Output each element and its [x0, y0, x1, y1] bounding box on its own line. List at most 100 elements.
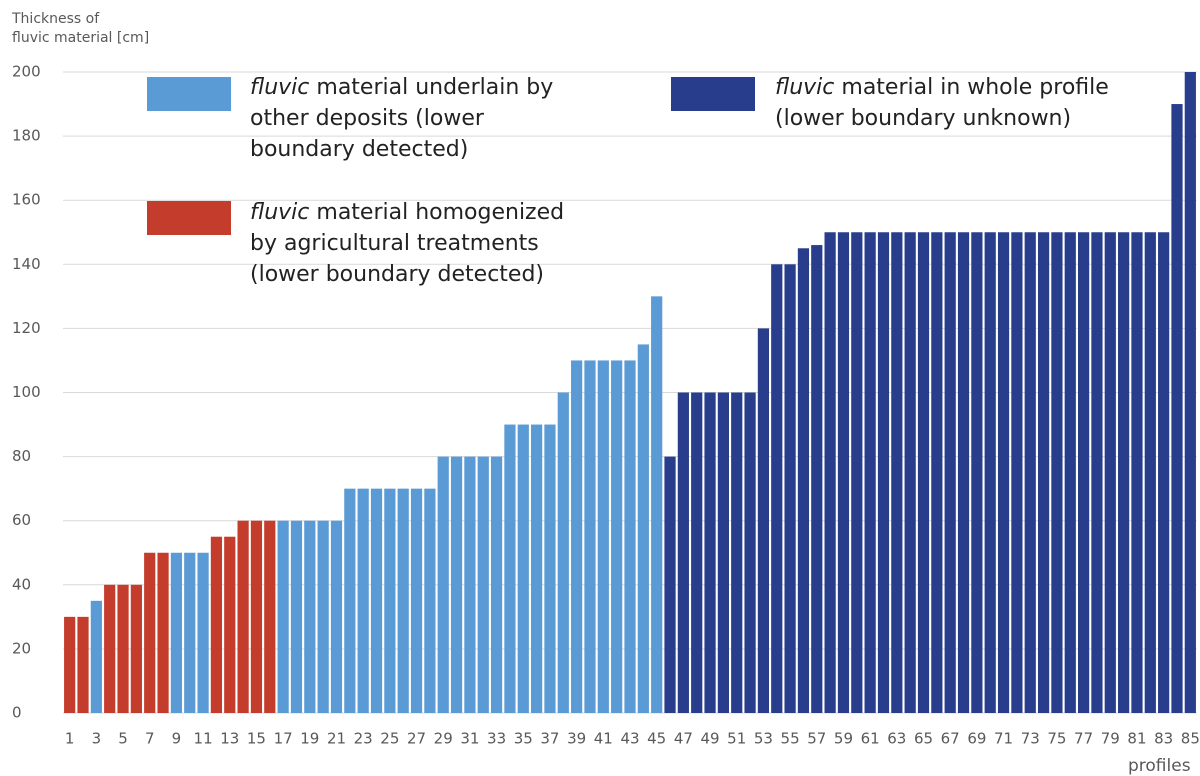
bar	[490, 456, 503, 713]
bar	[1011, 232, 1023, 713]
bar	[1051, 232, 1063, 713]
x-tick-label: 67	[941, 730, 960, 748]
bar	[264, 520, 276, 713]
x-tick-label: 61	[861, 730, 880, 748]
bar	[677, 392, 689, 713]
bar	[144, 552, 156, 713]
x-tick-label: 45	[647, 730, 666, 748]
legend-label: fluvic material underlain by other depos…	[250, 75, 554, 162]
bar	[397, 488, 409, 713]
bar	[77, 616, 89, 713]
bar	[184, 552, 196, 713]
bar	[864, 232, 876, 713]
y-axis-label: Thickness of fluvic material [cm]	[12, 11, 150, 46]
bar	[517, 424, 529, 713]
bar	[197, 552, 209, 713]
bar	[597, 360, 609, 713]
y-tick-label: 40	[12, 575, 31, 593]
legend-label: fluvic material homogenized by agricultu…	[250, 200, 565, 287]
bar	[1144, 232, 1156, 713]
bar	[904, 232, 916, 713]
x-tick-label: 53	[754, 730, 773, 748]
y-tick-label: 120	[12, 319, 41, 337]
bar	[384, 488, 396, 713]
bar	[891, 232, 903, 713]
x-tick-label: 37	[540, 730, 559, 748]
bar	[224, 536, 236, 713]
bar	[464, 456, 476, 713]
bar	[931, 232, 943, 713]
x-tick-label: 81	[1127, 730, 1146, 748]
bar	[1037, 232, 1050, 713]
bar	[117, 584, 129, 713]
x-tick-label: 29	[434, 730, 453, 748]
bar	[157, 552, 169, 713]
bar	[797, 248, 810, 713]
bar	[477, 456, 489, 713]
x-tick-label: 83	[1154, 730, 1173, 748]
bar	[997, 232, 1010, 713]
legend-swatch	[671, 77, 755, 111]
x-tick-label: 41	[594, 730, 613, 748]
x-tick-label: 17	[274, 730, 293, 748]
y-tick-label: 160	[12, 191, 41, 209]
bar	[450, 456, 463, 713]
bar	[277, 520, 289, 713]
x-tick-label: 19	[300, 730, 319, 748]
bar	[744, 392, 756, 713]
x-tick-label: 75	[1047, 730, 1066, 748]
bar	[1184, 72, 1196, 713]
bar	[304, 520, 316, 713]
bar	[611, 360, 623, 713]
x-tick-label: 79	[1101, 730, 1120, 748]
bar	[210, 536, 223, 713]
bar	[104, 584, 116, 713]
x-tick-label: 31	[460, 730, 479, 748]
bar	[424, 488, 436, 713]
bar	[584, 360, 596, 713]
y-tick-label: 0	[12, 704, 22, 722]
x-tick-label: 7	[145, 730, 155, 748]
x-tick-label: 35	[514, 730, 533, 748]
bar	[1064, 232, 1076, 713]
bar	[357, 488, 369, 713]
bar	[771, 264, 783, 713]
bar	[290, 520, 303, 713]
bar	[957, 232, 970, 713]
x-tick-label: 69	[967, 730, 986, 748]
x-tick-label: 73	[1021, 730, 1040, 748]
bar	[651, 296, 663, 713]
legend-swatch	[147, 201, 231, 235]
bar	[64, 616, 76, 713]
x-tick-label: 63	[887, 730, 906, 748]
bar	[170, 552, 183, 713]
y-tick-label: 200	[12, 63, 41, 81]
bar	[130, 584, 142, 713]
bar	[250, 520, 263, 713]
x-axis-label: profiles	[1128, 756, 1191, 776]
bar	[1171, 104, 1183, 714]
bar	[1024, 232, 1036, 713]
bar	[824, 232, 836, 713]
bar	[370, 488, 383, 713]
bar	[877, 232, 890, 713]
bar	[784, 264, 796, 713]
x-tick-label: 49	[701, 730, 720, 748]
x-tick-label: 5	[118, 730, 128, 748]
legend-label: fluvic material in whole profile (lower …	[775, 75, 1109, 131]
bar	[624, 360, 636, 713]
x-tick-label: 47	[674, 730, 693, 748]
x-tick-label: 33	[487, 730, 506, 748]
bar	[90, 600, 102, 713]
bar	[531, 424, 543, 713]
x-tick-label: 59	[834, 730, 853, 748]
bar	[330, 520, 343, 713]
y-tick-label: 80	[12, 447, 31, 465]
bar	[544, 424, 556, 713]
x-tick-label: 77	[1074, 730, 1093, 748]
bar	[437, 456, 449, 713]
y-tick-label: 20	[12, 639, 31, 657]
bar	[1077, 232, 1090, 713]
x-tick-label: 51	[727, 730, 746, 748]
